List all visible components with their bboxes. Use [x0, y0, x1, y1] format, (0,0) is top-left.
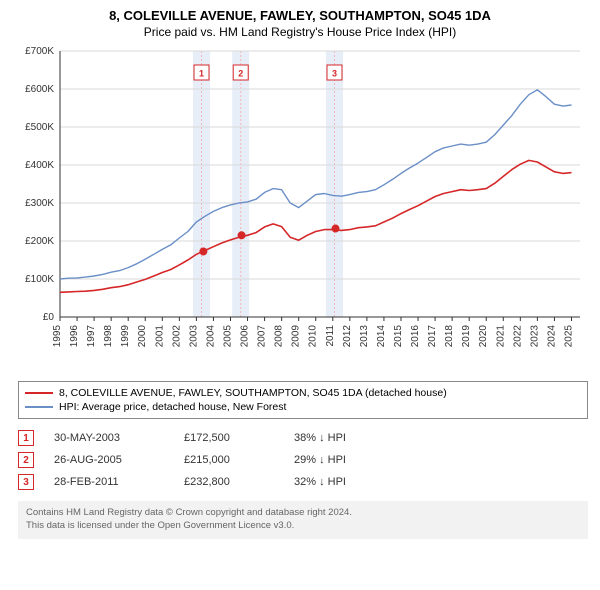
svg-text:3: 3 — [332, 68, 337, 78]
transactions-table: 1 30-MAY-2003 £172,500 38% ↓ HPI 2 26-AU… — [18, 427, 588, 493]
svg-text:2006: 2006 — [240, 325, 251, 348]
svg-text:2017: 2017 — [427, 325, 438, 348]
svg-text:£200K: £200K — [25, 236, 54, 247]
legend-swatch-price-paid — [25, 392, 53, 394]
svg-text:2021: 2021 — [495, 325, 506, 348]
transaction-date: 28-FEB-2011 — [54, 476, 164, 488]
svg-text:2018: 2018 — [444, 325, 455, 348]
svg-text:2004: 2004 — [205, 325, 216, 348]
svg-text:2: 2 — [238, 68, 243, 78]
svg-text:1: 1 — [199, 68, 204, 78]
chart-area: 1 2 3 £0 £100K £200K £300K £400K £500K £600K £700K… — [10, 45, 590, 375]
svg-text:2008: 2008 — [274, 325, 285, 348]
transaction-price: £172,500 — [184, 432, 274, 444]
svg-text:£500K: £500K — [25, 122, 54, 133]
svg-text:2012: 2012 — [342, 325, 353, 348]
svg-text:1998: 1998 — [103, 325, 114, 348]
svg-text:2009: 2009 — [291, 325, 302, 348]
transaction-date: 26-AUG-2005 — [54, 454, 164, 466]
svg-text:1997: 1997 — [86, 325, 97, 348]
svg-text:2020: 2020 — [478, 325, 489, 348]
svg-text:2001: 2001 — [154, 325, 165, 348]
svg-text:2025: 2025 — [563, 325, 574, 348]
transaction-number-box: 3 — [18, 474, 34, 490]
legend-label-hpi: HPI: Average price, detached house, New … — [59, 401, 286, 413]
svg-text:£700K: £700K — [25, 46, 54, 57]
title-sub: Price paid vs. HM Land Registry's House … — [10, 25, 590, 39]
svg-text:2022: 2022 — [512, 325, 523, 348]
chart-svg: 1 2 3 £0 £100K £200K £300K £400K £500K £600K £700K… — [10, 45, 590, 375]
svg-text:2007: 2007 — [257, 325, 268, 348]
transaction-price: £215,000 — [184, 454, 274, 466]
attribution-line-2: This data is licensed under the Open Gov… — [26, 520, 580, 533]
svg-text:2003: 2003 — [188, 325, 199, 348]
svg-text:2013: 2013 — [359, 325, 370, 348]
transaction-number-box: 1 — [18, 430, 34, 446]
svg-text:2024: 2024 — [546, 325, 557, 348]
svg-text:2019: 2019 — [461, 325, 472, 348]
svg-text:2002: 2002 — [171, 325, 182, 348]
svg-text:2023: 2023 — [529, 325, 540, 348]
transaction-number-box: 2 — [18, 452, 34, 468]
legend-label-price-paid: 8, COLEVILLE AVENUE, FAWLEY, SOUTHAMPTON… — [59, 387, 447, 399]
transaction-delta: 29% ↓ HPI — [294, 454, 346, 466]
svg-text:2015: 2015 — [393, 325, 404, 348]
svg-text:2000: 2000 — [137, 325, 148, 348]
transaction-delta: 32% ↓ HPI — [294, 476, 346, 488]
svg-text:2014: 2014 — [376, 325, 387, 348]
svg-text:1996: 1996 — [69, 325, 80, 348]
svg-text:£0: £0 — [43, 312, 55, 323]
svg-text:£400K: £400K — [25, 160, 54, 171]
title-block: 8, COLEVILLE AVENUE, FAWLEY, SOUTHAMPTON… — [0, 0, 600, 45]
chart-container: 8, COLEVILLE AVENUE, FAWLEY, SOUTHAMPTON… — [0, 0, 600, 590]
svg-text:£300K: £300K — [25, 198, 54, 209]
transaction-row: 1 30-MAY-2003 £172,500 38% ↓ HPI — [18, 427, 588, 449]
title-main: 8, COLEVILLE AVENUE, FAWLEY, SOUTHAMPTON… — [10, 8, 590, 23]
transaction-price: £232,800 — [184, 476, 274, 488]
svg-text:1999: 1999 — [120, 325, 131, 348]
legend-box: 8, COLEVILLE AVENUE, FAWLEY, SOUTHAMPTON… — [18, 381, 588, 419]
transaction-delta: 38% ↓ HPI — [294, 432, 346, 444]
legend-swatch-hpi — [25, 406, 53, 408]
transaction-date: 30-MAY-2003 — [54, 432, 164, 444]
svg-text:2011: 2011 — [325, 325, 336, 347]
svg-text:1995: 1995 — [52, 325, 63, 348]
legend-row: HPI: Average price, detached house, New … — [25, 400, 581, 414]
attribution-line-1: Contains HM Land Registry data © Crown c… — [26, 507, 580, 520]
transaction-row: 3 28-FEB-2011 £232,800 32% ↓ HPI — [18, 471, 588, 493]
svg-text:£600K: £600K — [25, 84, 54, 95]
svg-text:£100K: £100K — [25, 274, 54, 285]
svg-text:2010: 2010 — [308, 325, 319, 348]
transaction-row: 2 26-AUG-2005 £215,000 29% ↓ HPI — [18, 449, 588, 471]
legend-row: 8, COLEVILLE AVENUE, FAWLEY, SOUTHAMPTON… — [25, 386, 581, 400]
attribution-box: Contains HM Land Registry data © Crown c… — [18, 501, 588, 539]
svg-text:2016: 2016 — [410, 325, 421, 348]
svg-text:2005: 2005 — [222, 325, 233, 348]
